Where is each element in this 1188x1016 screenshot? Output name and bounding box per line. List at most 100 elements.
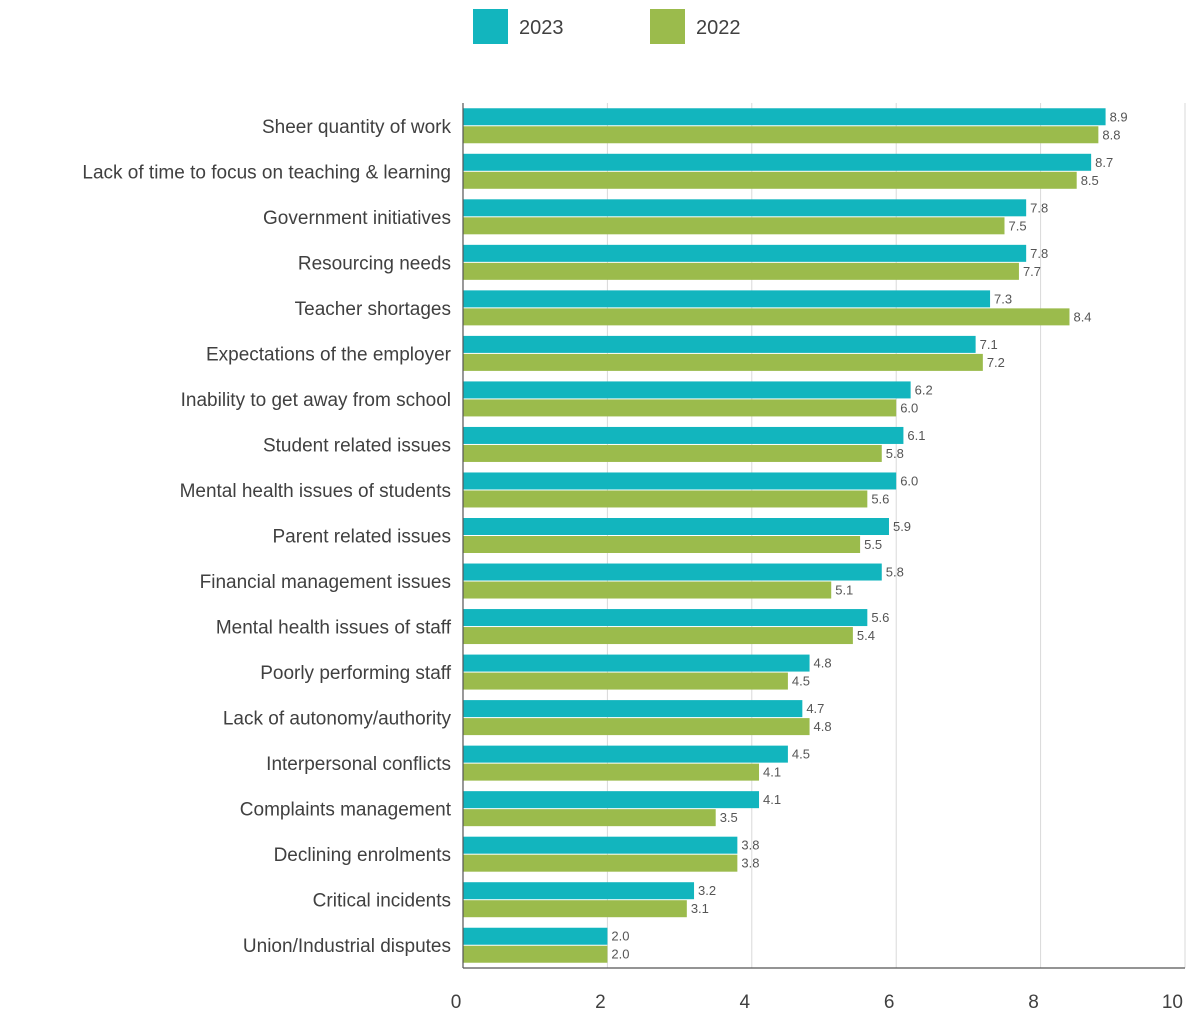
data-label: 6.0 [900,400,918,415]
bar-2022 [463,718,810,736]
bar-2023 [463,700,803,718]
bar-2023 [463,927,608,945]
bar-2023 [463,609,868,627]
data-label: 8.7 [1095,155,1113,170]
bars: 8.9 8.8 8.7 8.5 7.87.57.8 7.7 7.3 8.4 7.1 7.2 6.2 6… [463,108,1128,963]
data-label: 3.2 [698,883,716,898]
data-label: 8.5 [1081,173,1099,188]
bar-2022 [463,353,983,371]
category-label: Resourcing needs [298,253,451,274]
x-tick-label: 8 [1028,992,1039,1011]
bar-2022 [463,672,788,690]
data-label: 5.6 [871,610,889,625]
bar-2022 [463,854,738,872]
bar-2023 [463,426,904,444]
data-label: 5.5 [864,537,882,552]
data-label: 4.1 [763,792,781,807]
category-label: Lack of time to focus on teaching & lear… [82,162,451,183]
bar-2023 [463,108,1106,126]
data-label: 3.8 [741,856,759,871]
data-label: 7.3 [994,291,1012,306]
data-label: 4.8 [814,656,832,671]
category-label: Union/Industrial disputes [243,936,451,957]
data-label: 6.0 [900,473,918,488]
bar-2023 [463,244,1027,262]
x-tick-label: 0 [451,992,462,1011]
data-label: 3.1 [691,901,709,916]
bar-2022 [463,581,832,599]
data-label: 5.4 [857,628,875,643]
data-label: 3.5 [720,810,738,825]
data-label: 7.5 [1009,218,1027,233]
category-label: Inability to get away from school [181,390,451,411]
data-label: 7.8 [1030,200,1048,215]
bar-2022 [463,809,716,827]
data-label: 8.9 [1110,109,1128,124]
category-label: Student related issues [263,435,451,456]
x-tick-label: 2 [595,992,606,1011]
data-label: 7.2 [987,355,1005,370]
legend-swatch-2023 [473,9,508,44]
bar-2022 [463,262,1019,280]
data-label: 7.1 [980,337,998,352]
bar-2022 [463,763,760,781]
category-label: Teacher shortages [295,299,451,320]
bar-2023 [463,745,788,763]
data-label: 8.8 [1102,127,1120,142]
category-label: Complaints management [240,800,452,821]
category-label: Mental health issues of students [180,481,451,502]
bar-2022 [463,945,608,963]
data-label: 5.8 [886,446,904,461]
bar-2022 [463,627,853,645]
bar-2023 [463,836,738,854]
data-label: 7.7 [1023,264,1041,279]
bar-2023 [463,791,760,809]
category-label: Interpersonal conflicts [266,754,451,775]
data-label: 2.0 [611,929,629,944]
data-label: 6.2 [915,382,933,397]
data-label: 4.5 [792,674,810,689]
data-label: 7.8 [1030,246,1048,261]
bar-2022 [463,308,1070,326]
category-label: Government initiatives [263,208,451,229]
bar-2023 [463,882,695,900]
category-label: Expectations of the employer [206,344,452,365]
legend-label: 2022 [696,17,741,39]
bar-2022 [463,490,868,508]
data-label: 3.8 [741,838,759,853]
bar-2022 [463,126,1099,144]
category-label: Poorly performing staff [260,663,452,684]
bar-2022 [463,217,1005,235]
data-label: 4.1 [763,765,781,780]
data-label: 5.6 [871,491,889,506]
x-tick-label: 10 [1162,992,1183,1011]
bar-2023 [463,472,897,490]
legend-label: 2023 [519,17,564,39]
category-label: Parent related issues [273,527,452,548]
bar-2023 [463,199,1027,217]
bar-2022 [463,171,1077,189]
bar-2022 [463,399,897,417]
bar-2023 [463,335,976,353]
bar-2022 [463,900,687,918]
x-tick-label: 4 [740,992,751,1011]
category-label: Financial management issues [200,572,451,593]
bar-2023 [463,153,1092,171]
bar-2023 [463,290,991,308]
bar-2022 [463,444,882,462]
axes: Sheer quantity of work Lack of time to fo… [82,103,1185,1013]
data-label: 5.8 [886,565,904,580]
legend: 2023 2022 [473,9,741,44]
data-label: 8.4 [1073,309,1091,324]
x-tick-label: 6 [884,992,895,1011]
category-label: Mental health issues of staff [216,618,452,639]
category-label: Declining enrolments [274,845,451,866]
category-label: Sheer quantity of work [262,117,452,138]
bar-2023 [463,563,882,581]
legend-swatch-2022 [650,9,685,44]
category-label: Lack of autonomy/authority [223,709,452,730]
bar-2022 [463,536,861,553]
data-label: 6.1 [907,428,925,443]
